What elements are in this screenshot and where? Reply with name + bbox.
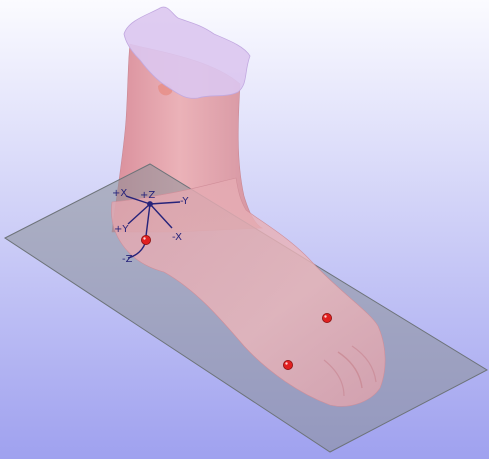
landmark-point-heel[interactable]	[141, 235, 150, 244]
axis-label-plus-x: +X	[112, 188, 127, 199]
landmark-point-metatarsal-5[interactable]	[322, 313, 331, 322]
landmark-point-metatarsal-1[interactable]	[283, 360, 292, 369]
axis-label-minus-z: -Z	[122, 254, 133, 265]
axis-label-plus-y: +Y	[114, 224, 129, 235]
axis-label-minus-y: -Y	[180, 196, 189, 207]
axis-label-minus-x: -X	[172, 232, 182, 243]
axis-label-plus-z: +Z	[140, 190, 155, 201]
